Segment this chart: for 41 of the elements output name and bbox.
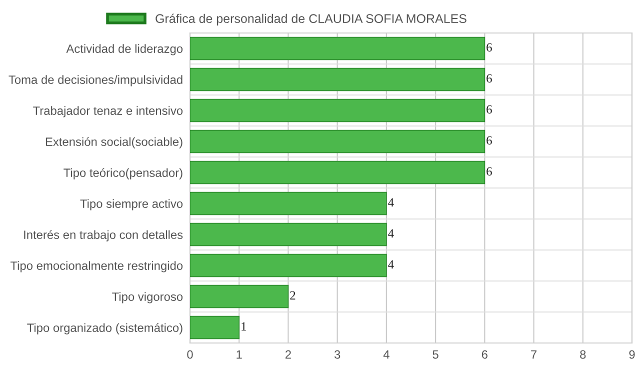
- legend-label: Gráfica de personalidad de CLAUDIA SOFIA MORALES: [156, 14, 466, 26]
- data-label: 6: [486, 136, 492, 145]
- data-label: 6: [486, 74, 492, 83]
- y-tick-label: Tipo teórico(pensador): [64, 168, 182, 180]
- bar: [190, 160, 486, 184]
- x-tick-label: 3: [334, 350, 340, 359]
- bar: [190, 254, 387, 278]
- x-tick-label: 1: [236, 350, 242, 359]
- data-label: 4: [388, 229, 394, 238]
- x-tick-label: 2: [286, 350, 291, 359]
- bar: [190, 192, 387, 216]
- x-tick-label: 9: [629, 350, 635, 359]
- y-tick-label: Tipo organizado (sistemático): [27, 323, 182, 334]
- y-tick-label: Tipo vigoroso: [112, 292, 183, 304]
- data-label: 2: [290, 291, 296, 300]
- x-tick-label: 8: [580, 350, 586, 359]
- x-tick-label: 6: [482, 350, 488, 359]
- data-label: 4: [388, 260, 394, 269]
- y-tick-label: Tipo emocionalmente restringido: [10, 261, 183, 272]
- y-tick-label: Toma de decisiones/impulsividad: [8, 75, 182, 86]
- data-label: 6: [486, 167, 492, 176]
- y-tick-label: Trabajador tenaz e intensivo: [33, 106, 183, 118]
- x-tick-label: 0: [187, 350, 193, 359]
- data-label: 1: [242, 322, 246, 331]
- bar: [190, 316, 240, 340]
- data-label: 6: [486, 105, 492, 114]
- y-tick-label: Extensión social(sociable): [46, 137, 182, 148]
- bar: [190, 68, 486, 92]
- bar: [190, 36, 486, 60]
- y-tick-label: Interés en trabajo con detalles: [24, 230, 183, 242]
- x-tick-label: 4: [383, 350, 390, 359]
- y-tick-label: Tipo siempre activo: [80, 199, 183, 210]
- bar: [190, 222, 387, 246]
- x-tick-label: 7: [531, 350, 536, 359]
- bar: [190, 98, 486, 122]
- bar: [190, 284, 289, 308]
- data-label: 6: [486, 43, 492, 52]
- y-tick-label: Actividad de liderazgo: [66, 44, 183, 56]
- x-tick-label: 5: [432, 350, 438, 359]
- data-label: 4: [388, 198, 394, 207]
- bar: [190, 130, 486, 154]
